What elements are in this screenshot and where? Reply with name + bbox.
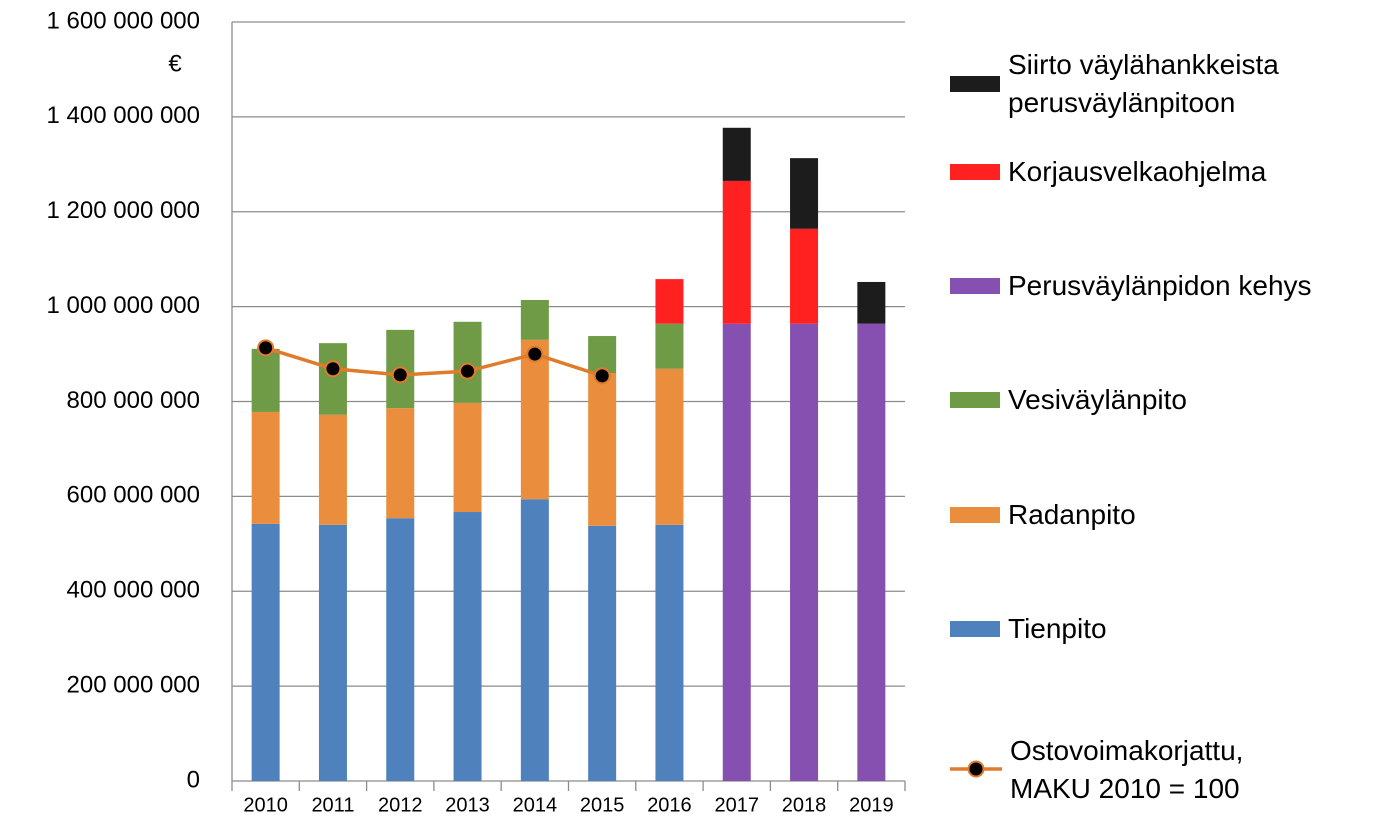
line-marker xyxy=(593,367,611,385)
bar-segment xyxy=(386,518,415,781)
legend-label: Perusväylänpidon kehys xyxy=(1008,270,1312,301)
bar-segment xyxy=(453,512,482,781)
bar-segment xyxy=(655,279,684,324)
legend-item: Perusväylänpidon kehys xyxy=(950,267,1312,305)
legend-item: Radanpito xyxy=(950,496,1136,534)
x-tick-label: 2012 xyxy=(378,794,423,816)
line-marker xyxy=(391,366,409,384)
y-tick-label: 1 200 000 000 xyxy=(47,197,200,224)
x-tick-label: 2016 xyxy=(647,794,692,816)
legend-key xyxy=(950,164,1000,180)
legend-key xyxy=(950,507,1000,523)
legend-key xyxy=(950,278,1000,294)
legend-key xyxy=(950,621,1000,637)
bar-segment xyxy=(857,323,886,781)
bar-segment xyxy=(251,523,280,781)
legend-item: Ostovoimakorjattu, MAKU 2010 = 100 xyxy=(950,732,1243,808)
y-axis-label: € xyxy=(168,50,182,77)
x-tick-label: 2017 xyxy=(715,794,760,816)
y-tick-label: 600 000 000 xyxy=(67,482,200,509)
legend-label: Korjausvelkaohjelma xyxy=(1008,156,1267,187)
legend-label: Siirto väylähankkeista perusväylänpitoon xyxy=(1008,49,1279,118)
legend-label: Ostovoimakorjattu, MAKU 2010 = 100 xyxy=(1010,735,1244,804)
bar-segment xyxy=(453,402,482,513)
bar-segment xyxy=(318,524,347,781)
y-tick-label: 1 600 000 000 xyxy=(47,7,200,34)
bar-segment xyxy=(790,323,819,781)
bar-segment xyxy=(251,348,280,412)
bar-segment xyxy=(453,321,482,403)
y-tick-label: 800 000 000 xyxy=(67,387,200,414)
legend-item: Korjausvelkaohjelma xyxy=(950,153,1266,191)
x-tick-label: 2010 xyxy=(243,794,288,816)
bar-segment xyxy=(520,299,549,340)
bar-segment xyxy=(790,158,819,229)
y-tick-label: 400 000 000 xyxy=(67,577,200,604)
legend-key xyxy=(950,392,1000,408)
x-tick-label: 2014 xyxy=(513,794,558,816)
bar-segment xyxy=(857,281,886,324)
x-tick-label: 2013 xyxy=(445,794,490,816)
x-tick-label: 2018 xyxy=(782,794,827,816)
bar-segment xyxy=(318,343,347,415)
bar-segment xyxy=(520,339,549,500)
y-tick-label: 1 400 000 000 xyxy=(47,102,200,129)
bar-segment xyxy=(251,411,280,524)
bar-segment xyxy=(588,525,617,781)
y-tick-label: 1 000 000 000 xyxy=(47,292,200,319)
line-marker xyxy=(459,362,477,380)
bar-segment xyxy=(588,336,617,374)
bar-segment xyxy=(520,499,549,781)
x-tick-label: 2011 xyxy=(311,794,354,816)
line-marker xyxy=(526,345,544,363)
y-tick-label: 0 xyxy=(187,766,200,793)
line-marker xyxy=(257,339,275,357)
legend-key xyxy=(950,76,1000,92)
x-tick-label: 2015 xyxy=(580,794,625,816)
legend-label: Tienpito xyxy=(1008,613,1107,644)
bar-segment xyxy=(588,373,617,526)
legend-item: Tienpito xyxy=(950,610,1107,648)
bar-segment xyxy=(386,408,415,519)
legend-label: Radanpito xyxy=(1008,499,1136,530)
y-tick-label: 200 000 000 xyxy=(67,671,200,698)
line-marker xyxy=(324,360,342,378)
legend-item: Vesiväylänpito xyxy=(950,381,1187,419)
bar-segment xyxy=(655,323,684,369)
legend-label: Vesiväylänpito xyxy=(1008,384,1188,415)
bar-segment xyxy=(722,127,751,181)
x-tick-label: 2019 xyxy=(849,794,894,816)
bar-segment xyxy=(655,524,684,781)
line-series xyxy=(265,346,603,378)
bar-segment xyxy=(318,414,347,525)
legend-key xyxy=(950,751,1002,789)
legend-item: Siirto väylähankkeista perusväylänpitoon xyxy=(950,46,1279,122)
bar-segment xyxy=(790,228,819,324)
bar-segment xyxy=(722,180,751,324)
bar-segment xyxy=(655,368,684,525)
bar-segment xyxy=(722,323,751,781)
